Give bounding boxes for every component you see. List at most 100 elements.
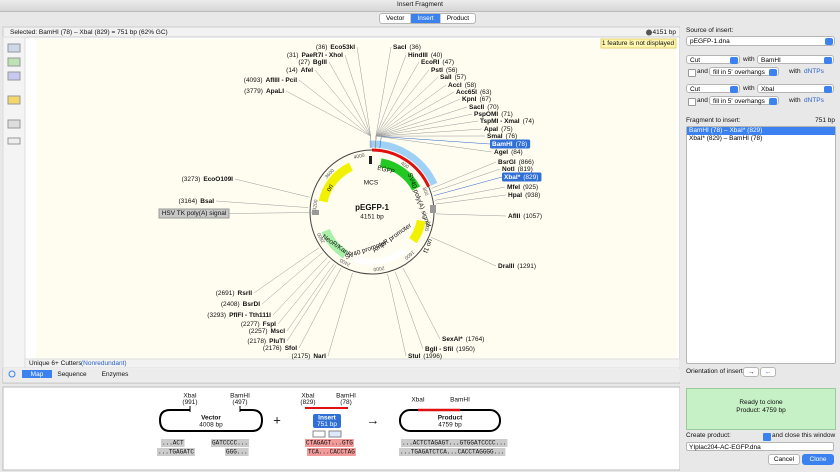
fragment-option-selected[interactable]: BamHI (78) – XbaI* (829) (687, 127, 835, 135)
vector-backbone (158, 409, 264, 432)
notice: 1 feature is not displayed (602, 40, 675, 47)
site-site: (58) (465, 82, 477, 89)
view-tab[interactable]: Sequence (57, 371, 87, 378)
site-name: AgeI (494, 149, 508, 156)
site-name: BglII (313, 59, 327, 66)
feature-label: MCS (364, 180, 379, 187)
search-icon[interactable] (8, 370, 16, 378)
tool-icon[interactable] (7, 137, 21, 145)
tool-icon[interactable] (7, 119, 21, 129)
site-text: AccI (58) (448, 82, 476, 89)
sequence: ...ACTCTAGAGT...GTGGATCCCC... (402, 440, 506, 447)
site-text: PstI (56) (431, 67, 457, 74)
site-label: KpnI (67) (462, 96, 491, 103)
site-site: (829) (523, 174, 538, 181)
site-label: BamHI (78) (490, 139, 531, 149)
site-site: (3273) (182, 176, 201, 183)
leader-line (314, 69, 371, 137)
site-site: (14) (286, 67, 298, 74)
feature-arc (379, 158, 421, 191)
site-name: SexAI* (442, 336, 463, 343)
feature-arc (353, 247, 407, 265)
site-label: (2176) SfoI (263, 345, 297, 352)
fragment-option[interactable]: XbaI* (829) – BamHI (78) (689, 135, 763, 142)
site-highlight (490, 139, 531, 149)
site-label: HpaI (938) (508, 192, 540, 199)
plasmid-name: pEGFP-1 (355, 203, 389, 212)
close-checkbox[interactable] (763, 433, 771, 441)
fragment-list: BamHI (78) – XbaI* (829) XbaI* (829) – B… (686, 126, 836, 364)
leader-line (375, 113, 473, 137)
site-name: HindIII (408, 52, 428, 59)
action-select[interactable]: Cut (686, 84, 740, 93)
view-tab[interactable]: Map (31, 371, 44, 378)
site-label: NotI (819) (502, 166, 533, 173)
dntps-link[interactable]: dNTPs (804, 68, 824, 75)
label: Orientation of insert: (686, 368, 745, 375)
label: Create product: (686, 432, 731, 439)
leader-line (402, 267, 409, 279)
sequence-box (161, 439, 185, 447)
leader-line (329, 264, 337, 276)
leader-line (318, 257, 328, 267)
orientation-forward[interactable]: → (743, 367, 759, 377)
site-label: ApaI (75) (484, 126, 513, 133)
site-label: (27) BglII (298, 59, 327, 66)
site-label: (3164) BsaI (178, 198, 214, 205)
filename-input[interactable]: YIplac204-AC-EGFP.dna (686, 442, 834, 451)
leader-line (344, 54, 371, 137)
fill-checkbox[interactable] (688, 69, 696, 77)
cancel-button[interactable]: Cancel (768, 454, 800, 465)
site-site: (2691) (216, 290, 235, 297)
leader-line (356, 46, 371, 137)
plasmid-size: 4151 bp (360, 214, 384, 221)
tool-icon[interactable] (7, 95, 21, 105)
site-text: (3779) ApaLI (244, 88, 284, 95)
window-title: Insert Fragment (397, 1, 443, 8)
site-text: (31) PaeR7I - XhoI (287, 52, 343, 59)
tab[interactable]: Vector (380, 14, 412, 23)
clone-button[interactable]: Clone (802, 454, 834, 465)
site-name: SacI (393, 44, 407, 51)
selection-bar (2, 26, 680, 38)
dntps-link[interactable]: dNTPs (804, 97, 824, 104)
ruler-label: 4000 (353, 153, 365, 161)
enzyme-select[interactable]: XbaI (757, 84, 834, 93)
fill-select[interactable]: fill in 5' overhangs (709, 96, 779, 105)
site-text: TspMI - XmaI (74) (480, 118, 534, 125)
site-text: BglI - SfiI (1950) (425, 346, 475, 353)
site-label: AflII (1057) (508, 213, 542, 220)
leader-line (286, 273, 328, 332)
source-select[interactable]: pEGFP-1.dna (686, 36, 835, 46)
filter-note[interactable]: (Nonredundant) (81, 360, 127, 367)
tool-icon[interactable] (7, 71, 21, 81)
label: with (743, 56, 755, 63)
action-select[interactable]: Cut (686, 55, 740, 64)
site-label: TspMI - XmaI (74) (480, 118, 534, 125)
site-text: (2176) SfoI (263, 345, 297, 352)
ruler-label: 800 (421, 187, 430, 197)
site-name: PspOMI (474, 111, 498, 118)
leader-line (394, 271, 400, 283)
plus-sign: + (273, 412, 281, 427)
enzyme-select[interactable]: BamHI (757, 55, 834, 64)
sequence-length: 4151 bp (653, 29, 677, 36)
tab[interactable]: Product (439, 14, 475, 23)
tool-icon[interactable] (7, 57, 21, 67)
view-tab[interactable]: Enzymes (102, 371, 129, 378)
diagram-text: BamHI (336, 393, 356, 400)
view-tab-active[interactable] (22, 370, 52, 378)
leader-line (297, 194, 310, 198)
enzyme-filter[interactable]: Unique 6+ Cutters (29, 360, 82, 367)
fill-checkbox[interactable] (688, 98, 696, 106)
site-name: PluTI (269, 338, 285, 345)
fill-select[interactable]: fill in 5' overhangs (709, 67, 779, 76)
tool-icon[interactable] (7, 43, 21, 53)
sequence: GATCCCC... (212, 440, 248, 447)
site-label: (31) PaeR7I - XhoI (287, 52, 343, 59)
feature-label: EGFP (376, 165, 395, 176)
site-name: BglI - SfiI (425, 346, 453, 353)
site-text: SalI (57) (440, 74, 466, 81)
tab-active[interactable]: Insert (411, 14, 440, 23)
orientation-reverse[interactable]: ← (760, 367, 776, 377)
